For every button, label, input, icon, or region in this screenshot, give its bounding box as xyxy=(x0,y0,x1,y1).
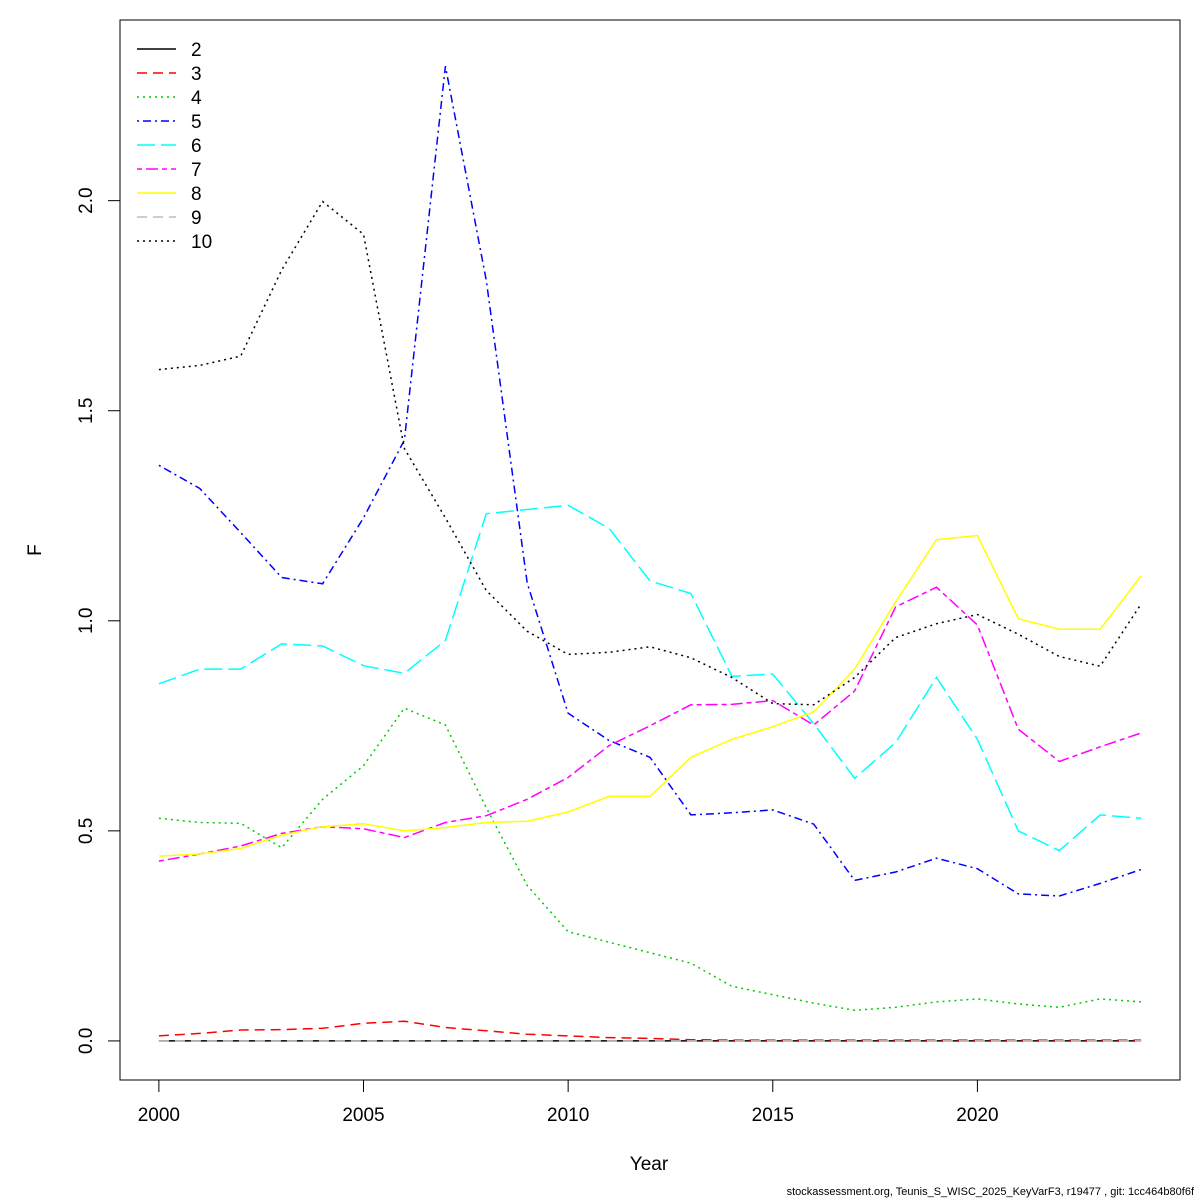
y-tick-label: 2.0 xyxy=(76,187,97,213)
legend-label-6: 6 xyxy=(191,136,202,157)
y-tick-label: 0.5 xyxy=(76,818,97,844)
series-line-6 xyxy=(158,504,1142,852)
series-line-4 xyxy=(158,707,1142,1012)
x-tick-label: 2005 xyxy=(342,1105,384,1126)
legend-label-10: 10 xyxy=(191,232,212,253)
legend-label-5: 5 xyxy=(191,112,202,133)
y-tick-label: 1.0 xyxy=(76,608,97,634)
legend-label-8: 8 xyxy=(191,184,202,205)
series-line-7 xyxy=(158,586,1142,862)
series-line-10 xyxy=(158,200,1142,706)
x-tick-label: 2015 xyxy=(752,1105,794,1126)
y-tick-label: 1.5 xyxy=(76,398,97,424)
legend-label-3: 3 xyxy=(191,64,202,85)
legend-label-9: 9 xyxy=(191,208,202,229)
x-tick-label: 2020 xyxy=(956,1105,998,1126)
plot-frame xyxy=(119,19,1181,1081)
x-axis: 2000 2005 2010 2015 2020 xyxy=(138,1079,999,1126)
legend-label-7: 7 xyxy=(191,160,202,181)
series-line-5 xyxy=(158,66,1142,897)
x-tick-label: 2010 xyxy=(547,1105,589,1126)
x-tick-label: 2000 xyxy=(138,1105,180,1126)
footer-text: stockassessment.org, Teunis_S_WISC_2025_… xyxy=(786,1186,1194,1198)
y-tick-label: 0.0 xyxy=(76,1028,97,1054)
series-layer xyxy=(158,66,1142,1042)
series-line-8 xyxy=(158,534,1142,857)
y-axis-label: F xyxy=(25,544,46,556)
y-axis: 0.0 0.5 1.0 1.5 2.0 xyxy=(76,187,121,1054)
legend-label-2: 2 xyxy=(191,40,202,61)
legend-label-4: 4 xyxy=(191,88,202,109)
x-axis-label: Year xyxy=(630,1154,669,1175)
legend: 2 3 4 5 6 7 8 9 10 xyxy=(137,40,212,253)
series-line-3 xyxy=(158,1020,1142,1041)
